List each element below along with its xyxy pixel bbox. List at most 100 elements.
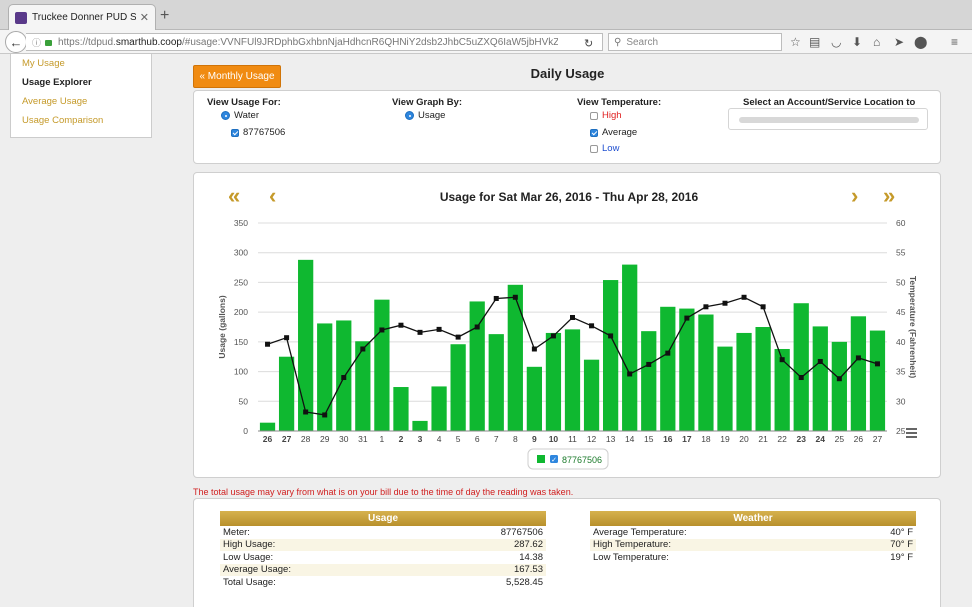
- x-tick-label: 26: [854, 434, 864, 444]
- home-icon[interactable]: ⌂: [873, 35, 881, 49]
- y-tick-label: 200: [234, 307, 248, 317]
- view-temperature-label: View Temperature:: [577, 97, 662, 108]
- table-row: High Usage: 287.62: [220, 538, 546, 551]
- temperature-point: [798, 375, 804, 381]
- temperature-point: [436, 326, 442, 332]
- row-value: 87767506: [417, 526, 546, 539]
- reload-icon[interactable]: ↻: [584, 38, 594, 50]
- water-radio[interactable]: Water: [221, 110, 259, 121]
- bookmark-star-icon[interactable]: ☆: [790, 35, 801, 49]
- usage-bar: [488, 334, 504, 431]
- monthly-usage-button[interactable]: « Monthly Usage: [193, 65, 281, 88]
- checkbox-checked-icon: [590, 128, 598, 137]
- usage-bar: [774, 348, 790, 431]
- next-period-icon[interactable]: ›: [851, 183, 859, 208]
- temperature-point: [817, 358, 823, 364]
- low-checkbox[interactable]: Low: [590, 143, 619, 154]
- download-icon[interactable]: ⬇: [852, 35, 863, 49]
- temperature-point: [779, 357, 785, 363]
- sidebar-item-usage-explorer[interactable]: Usage Explorer: [22, 77, 92, 88]
- account-select[interactable]: [728, 108, 928, 130]
- back-button[interactable]: ←: [5, 31, 27, 53]
- x-tick-label: 8: [513, 434, 518, 444]
- y2-tick-label: 35: [896, 367, 906, 377]
- x-tick-label: 30: [339, 434, 349, 444]
- reading-list-icon[interactable]: ▤: [809, 35, 821, 49]
- y-tick-label: 100: [234, 367, 248, 377]
- x-tick-label: 4: [437, 434, 442, 444]
- sidebar-item-average-usage[interactable]: Average Usage: [22, 96, 88, 107]
- x-tick-label: 27: [282, 434, 292, 444]
- weather-table-title: Weather: [590, 511, 916, 526]
- info-icon[interactable]: ⓘ: [32, 37, 42, 48]
- meter-checkbox[interactable]: 87767506: [231, 127, 285, 138]
- row-value: 287.62: [417, 538, 546, 551]
- x-tick-label: 20: [739, 434, 749, 444]
- x-tick-label: 26: [263, 434, 273, 444]
- usage-bar: [641, 331, 657, 431]
- usage-bar: [717, 346, 733, 431]
- sidebar-item-my-usage[interactable]: My Usage: [22, 58, 65, 69]
- y-tick-label: 250: [234, 277, 248, 287]
- usage-bar: [602, 280, 619, 431]
- legend-swatch: [537, 455, 545, 463]
- temperature-point: [360, 346, 366, 352]
- usage-bar: [869, 330, 886, 431]
- menu-icon[interactable]: ≡: [951, 35, 959, 49]
- average-checkbox[interactable]: Average: [590, 127, 637, 138]
- high-checkbox[interactable]: High: [590, 110, 622, 121]
- row-value: 70° F: [842, 538, 916, 551]
- previous-period-icon[interactable]: ‹: [269, 183, 277, 208]
- x-tick-label: 6: [475, 434, 480, 444]
- table-row: Average Usage: 167.53: [220, 563, 546, 576]
- last-period-icon[interactable]: »: [883, 183, 896, 208]
- y-tick-label: 300: [234, 248, 248, 258]
- site-favicon-icon: [15, 11, 27, 24]
- sidebar-item-usage-comparison[interactable]: Usage Comparison: [22, 115, 104, 126]
- new-tab-icon[interactable]: +: [160, 7, 170, 24]
- adblock-icon[interactable]: ⬤: [914, 35, 928, 49]
- table-row: Total Usage: 5,528.45: [220, 576, 546, 589]
- temperature-point: [608, 333, 614, 339]
- view-graph-by-label: View Graph By:: [392, 97, 463, 108]
- y2-tick-label: 60: [896, 218, 906, 228]
- send-icon[interactable]: ➤: [894, 35, 905, 49]
- view-usage-for-label: View Usage For:: [207, 97, 281, 108]
- x-tick-label: 17: [682, 434, 692, 444]
- usage-bar: [812, 326, 828, 431]
- row-label: Average Usage:: [220, 563, 418, 576]
- y-tick-label: 350: [234, 218, 248, 228]
- usage-bar: [412, 420, 428, 431]
- temperature-point: [474, 324, 480, 330]
- account-redacted: [739, 117, 919, 123]
- sidebar: My Usage Usage Explorer Average Usage Us…: [10, 54, 152, 138]
- pocket-icon[interactable]: ◡: [831, 35, 842, 49]
- row-label: Meter:: [220, 526, 418, 539]
- chart-menu-icon[interactable]: [906, 428, 917, 438]
- browser-tab[interactable]: Truckee Donner PUD SmartH ✕: [8, 4, 156, 30]
- temperature-point: [493, 295, 499, 301]
- address-bar[interactable]: ⓘ https://tdpud.smarthub.coop/#usage:VVN…: [26, 33, 603, 51]
- usage-table-title: Usage: [220, 511, 546, 526]
- usage-bar: [545, 332, 562, 431]
- close-tab-icon[interactable]: ✕: [139, 12, 149, 24]
- chart-title: Usage for Sat Mar 26, 2016 - Thu Apr 28,…: [439, 190, 699, 204]
- average-label: Average: [602, 127, 638, 138]
- water-label: Water: [234, 110, 259, 121]
- y2-tick-label: 40: [896, 337, 906, 347]
- first-period-icon[interactable]: «: [228, 183, 241, 208]
- search-input[interactable]: ⚲ Search: [608, 33, 782, 51]
- usage-bar: [564, 329, 581, 431]
- chart-panel: « ‹ Usage for Sat Mar 26, 2016 - Thu Apr…: [193, 172, 941, 478]
- temperature-point: [703, 304, 709, 310]
- y-tick-label: 50: [239, 396, 249, 406]
- usage-bar: [622, 264, 638, 431]
- temperature-point: [589, 323, 595, 329]
- table-row: Low Temperature: 19° F: [590, 551, 916, 564]
- legend-check-icon: ✓: [551, 456, 557, 464]
- x-tick-label: 2: [399, 434, 404, 444]
- usage-radio[interactable]: Usage: [405, 110, 445, 121]
- x-tick-label: 25: [835, 434, 845, 444]
- x-tick-label: 28: [301, 434, 311, 444]
- x-tick-label: 29: [320, 434, 330, 444]
